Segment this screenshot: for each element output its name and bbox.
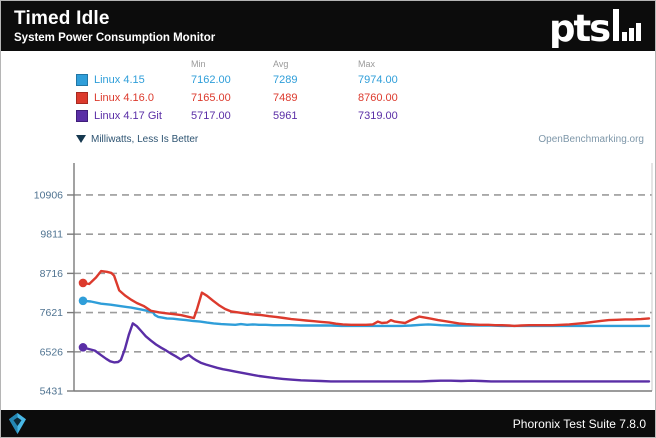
legend-table: Min Avg Max Linux 4.15 7162.00 7289 7974.00 Lin… [76, 53, 647, 125]
y-tick-label: 7621 [40, 307, 64, 319]
legend-col-header: Min [191, 59, 206, 69]
series-line-linux-4-16-0 [81, 269, 651, 328]
series-start-marker-linux-4-17-git [78, 343, 88, 352]
legend-avg-value: 5961 [273, 110, 298, 122]
header-titles: Timed Idle System Power Consumption Moni… [14, 8, 215, 44]
footer: Phoronix Test Suite 7.8.0 [1, 410, 655, 437]
pts-logo-icon: pts [549, 7, 641, 48]
series-line-linux-4-17-git [81, 322, 651, 383]
pts-logo: pts [549, 4, 645, 48]
legend-series-name: Linux 4.17 Git [76, 110, 191, 122]
y-tick-label: 9811 [40, 229, 63, 241]
legend-max-value: 7319.00 [358, 110, 398, 122]
legend-min-value: 5717.00 [191, 110, 231, 122]
legend-swatch-icon [76, 110, 88, 122]
y-tick-label: 5431 [40, 386, 64, 398]
line-chart-plot: 5431 6526 7621 8716 9811 10906 [34, 163, 653, 398]
legend-series-name: Linux 4.16.0 [76, 92, 191, 104]
less-is-better-icon [76, 135, 86, 143]
page-title: Timed Idle [14, 8, 110, 30]
series-start-marker-linux-4-15 [78, 296, 88, 306]
legend-series-label: Linux 4.16.0 [94, 92, 154, 104]
legend-series-label: Linux 4.17 Git [94, 110, 162, 122]
legend-max-value: 7974.00 [358, 74, 398, 86]
legend-avg-value: 7289 [273, 74, 298, 86]
legend-swatch-icon [76, 92, 88, 104]
legend-col-spacer [76, 69, 191, 71]
legend-series-label: Linux 4.15 [94, 74, 145, 86]
legend-col-header: Max [358, 59, 376, 69]
unit-label: Milliwatts, Less Is Better [76, 134, 198, 145]
header: Timed Idle System Power Consumption Moni… [1, 1, 655, 51]
y-tick-label: 10906 [34, 189, 63, 201]
openbenchmarking-link[interactable]: OpenBenchmarking.org [538, 133, 644, 145]
y-tick-label: 8716 [40, 268, 64, 280]
footer-version: Phoronix Test Suite 7.8.0 [512, 416, 646, 431]
legend-col-header: Avg [273, 59, 289, 69]
y-tick-label: 6526 [40, 346, 64, 358]
chart-meta: Milliwatts, Less Is Better OpenBenchmark… [76, 132, 644, 146]
legend-series-name: Linux 4.15 [76, 74, 191, 86]
pts-logo-text: pts [549, 7, 610, 48]
legend-min-value: 7165.00 [191, 92, 231, 104]
unit-label-text: Milliwatts, Less Is Better [91, 133, 199, 145]
legend-max-value: 8760.00 [358, 92, 398, 104]
legend-swatch-icon [76, 74, 88, 86]
series-start-marker-linux-4-16-0 [78, 278, 88, 288]
openbenchmarking-icon [9, 413, 26, 434]
legend-min-value: 7162.00 [191, 74, 231, 86]
legend-avg-value: 7489 [273, 92, 298, 104]
page-subtitle: System Power Consumption Monitor [14, 31, 216, 44]
